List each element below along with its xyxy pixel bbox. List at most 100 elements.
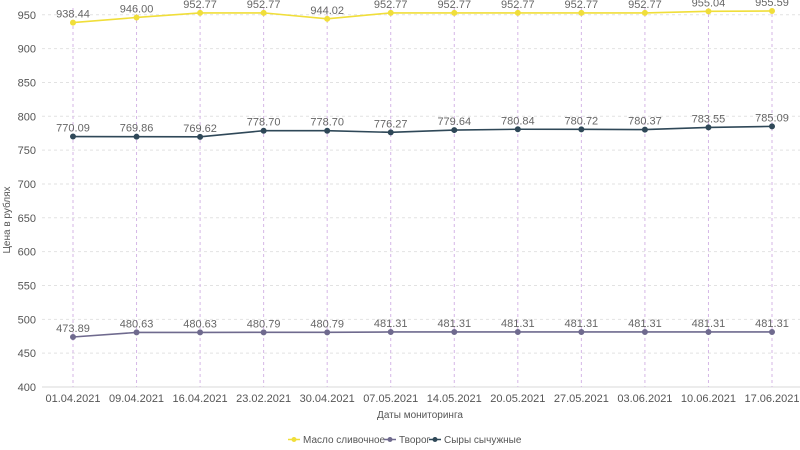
- legend-marker-butter: [291, 437, 297, 442]
- data-label-масло-сливочное: 952.77: [628, 0, 662, 11]
- data-point-сыры-сычужные[interactable]: [197, 133, 204, 140]
- x-tick-label: 09.04.2021: [109, 393, 164, 405]
- data-label-масло-сливочное: 955.59: [755, 0, 789, 9]
- y-tick-label: 800: [18, 111, 36, 123]
- data-point-творог[interactable]: [70, 333, 77, 340]
- series-line-масло-сливочное: [72, 10, 773, 24]
- x-tick-label: 30.04.2021: [300, 393, 355, 405]
- x-tick-label: 27.05.2021: [554, 393, 609, 405]
- data-point-творог[interactable]: [451, 328, 458, 335]
- legend-marker-cottage-cheese: [387, 437, 393, 442]
- data-label-масло-сливочное: 952.77: [501, 0, 535, 11]
- data-point-масло-сливочное[interactable]: [705, 8, 712, 15]
- data-point-сыры-сычужные[interactable]: [260, 127, 267, 134]
- data-label-сыры-сычужные: 783.55: [692, 113, 726, 125]
- data-label-сыры-сычужные: 770.09: [56, 123, 90, 135]
- data-point-творог[interactable]: [387, 328, 394, 335]
- data-point-творог[interactable]: [260, 329, 267, 336]
- data-point-сыры-сычужные[interactable]: [451, 127, 458, 134]
- data-point-масло-сливочное[interactable]: [387, 9, 394, 16]
- y-tick-label: 600: [18, 247, 36, 259]
- data-point-масло-сливочное[interactable]: [578, 9, 585, 16]
- y-tick-label: 450: [18, 348, 36, 360]
- x-tick-label: 01.04.2021: [45, 393, 100, 405]
- data-point-масло-сливочное[interactable]: [769, 7, 776, 14]
- data-point-сыры-сычужные[interactable]: [324, 127, 331, 134]
- data-label-сыры-сычужные: 769.86: [120, 123, 154, 135]
- data-point-сыры-сычужные[interactable]: [769, 123, 776, 130]
- data-point-масло-сливочное[interactable]: [641, 9, 648, 16]
- data-point-сыры-сычужные[interactable]: [70, 133, 77, 140]
- data-point-сыры-сычужные[interactable]: [578, 126, 585, 133]
- data-point-масло-сливочное[interactable]: [324, 15, 331, 22]
- data-label-творог: 480.79: [247, 318, 281, 330]
- data-point-творог[interactable]: [324, 329, 331, 336]
- y-tick-label: 400: [18, 382, 36, 394]
- data-label-творог: 481.31: [628, 318, 662, 330]
- data-point-сыры-сычужные[interactable]: [641, 126, 648, 133]
- data-point-масло-сливочное[interactable]: [260, 9, 267, 16]
- data-point-творог[interactable]: [578, 328, 585, 335]
- legend-item-rennet-cheese[interactable]: Сыры сычужные: [429, 435, 522, 446]
- data-label-масло-сливочное: 952.77: [565, 0, 599, 11]
- legend: Масло сливочное Творог Сыры сычужные: [288, 435, 522, 446]
- data-label-сыры-сычужные: 785.09: [755, 112, 789, 124]
- data-label-сыры-сычужные: 778.70: [310, 117, 344, 129]
- data-label-творог: 481.31: [437, 318, 471, 330]
- data-label-сыры-сычужные: 780.72: [565, 115, 599, 127]
- series-line-творог: [72, 331, 773, 338]
- x-tick-label: 07.05.2021: [363, 393, 418, 405]
- data-label-масло-сливочное: 946.00: [120, 3, 154, 15]
- data-label-масло-сливочное: 952.77: [183, 0, 217, 11]
- data-point-творог[interactable]: [514, 328, 521, 335]
- legend-label-butter: Масло сливочное: [303, 435, 386, 446]
- data-point-масло-сливочное[interactable]: [70, 19, 77, 26]
- grid-layer: [42, 8, 800, 388]
- x-tick-label: 17.06.2021: [744, 393, 799, 405]
- data-label-творог: 481.31: [565, 318, 599, 330]
- data-label-творог: 473.89: [56, 323, 90, 335]
- data-point-масло-сливочное[interactable]: [197, 9, 204, 16]
- data-point-творог[interactable]: [641, 328, 648, 335]
- data-point-масло-сливочное[interactable]: [514, 9, 521, 16]
- y-axis-title: Цена в рублях: [1, 186, 13, 253]
- y-tick-label: 750: [18, 145, 36, 157]
- legend-label-cottage-cheese: Творог: [399, 435, 431, 446]
- legend-item-cottage-cheese[interactable]: Творог: [384, 435, 431, 446]
- data-point-сыры-сычужные[interactable]: [514, 126, 521, 133]
- y-tick-label: 700: [18, 179, 36, 191]
- y-tick-label: 550: [18, 280, 36, 292]
- x-tick-label: 10.06.2021: [681, 393, 736, 405]
- data-label-масло-сливочное: 952.77: [437, 0, 471, 11]
- data-point-сыры-сычужные[interactable]: [133, 133, 140, 140]
- data-label-сыры-сычужные: 780.84: [501, 115, 535, 127]
- x-tick-label: 03.06.2021: [617, 393, 672, 405]
- data-label-сыры-сычужные: 779.64: [437, 116, 471, 128]
- data-point-масло-сливочное[interactable]: [451, 9, 458, 16]
- data-label-масло-сливочное: 952.77: [247, 0, 281, 11]
- y-tick-label: 650: [18, 213, 36, 225]
- x-tick-label: 14.05.2021: [427, 393, 482, 405]
- data-label-масло-сливочное: 952.77: [374, 0, 408, 11]
- data-point-масло-сливочное[interactable]: [133, 14, 140, 21]
- data-label-творог: 481.31: [374, 318, 408, 330]
- data-label-творог: 481.31: [755, 318, 789, 330]
- data-point-творог[interactable]: [197, 329, 204, 336]
- x-axis-title: Даты мониторинга: [377, 410, 463, 421]
- data-label-сыры-сычужные: 780.37: [628, 116, 662, 128]
- y-tick-label: 850: [18, 77, 36, 89]
- data-point-творог[interactable]: [705, 328, 712, 335]
- data-label-масло-сливочное: 944.02: [310, 5, 344, 17]
- y-tick-label: 900: [18, 44, 36, 56]
- data-point-сыры-сычужные[interactable]: [705, 124, 712, 131]
- legend-item-butter[interactable]: Масло сливочное: [288, 435, 386, 446]
- data-point-сыры-сычужные[interactable]: [387, 129, 394, 136]
- data-label-сыры-сычужные: 776.27: [374, 118, 408, 130]
- data-label-масло-сливочное: 938.44: [56, 9, 90, 21]
- data-point-творог[interactable]: [133, 329, 140, 336]
- data-label-творог: 480.63: [120, 318, 154, 330]
- data-label-layer: 938.44 946.00 952.77 952.77 944.02 952.77 952.…: [56, 0, 789, 335]
- data-point-творог[interactable]: [769, 328, 776, 335]
